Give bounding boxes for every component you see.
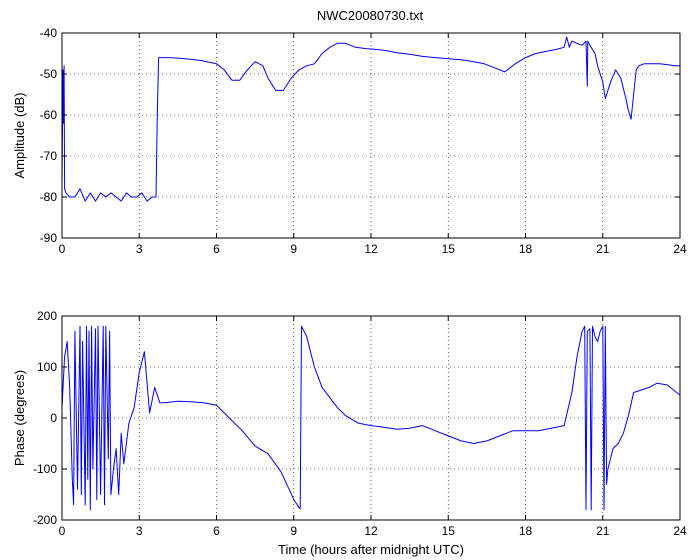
phase-chart: 0 3 6 9 12 15 18 21 24 -200 -100 0 100 200 Phase (deg… bbox=[12, 309, 687, 557]
amplitude-x-tick-label-6: 18 bbox=[519, 242, 533, 256]
phase-x-tick-label-4: 12 bbox=[364, 524, 378, 538]
phase-x-tick-label-2: 6 bbox=[213, 524, 220, 538]
amplitude-y-axis-label: Amplitude (dB) bbox=[12, 93, 27, 179]
amplitude-y-tick-label-1: -80 bbox=[40, 190, 58, 204]
amplitude-grid bbox=[62, 33, 680, 238]
amplitude-y-tick-label-0: -90 bbox=[40, 231, 58, 245]
phase-x-tick-label-0: 0 bbox=[59, 524, 66, 538]
amplitude-x-tick-label-5: 15 bbox=[442, 242, 456, 256]
amplitude-x-tick-label-4: 12 bbox=[364, 242, 378, 256]
amplitude-x-tick-label-1: 3 bbox=[136, 242, 143, 256]
amplitude-y-tick-label-5: -40 bbox=[40, 26, 58, 40]
phase-x-tick-label-6: 18 bbox=[519, 524, 533, 538]
phase-y-tick-label-4: 200 bbox=[37, 309, 57, 323]
phase-y-tick-label-1: -100 bbox=[33, 462, 57, 476]
phase-grid bbox=[62, 316, 680, 520]
phase-series-line-0 bbox=[61, 325, 681, 511]
amplitude-x-tick-label-8: 24 bbox=[673, 242, 687, 256]
amplitude-y-tick-label-2: -70 bbox=[40, 149, 58, 163]
amplitude-x-tick-label-2: 6 bbox=[213, 242, 220, 256]
phase-y-tick-label-0: -200 bbox=[33, 513, 57, 527]
amplitude-ticks: 0 3 6 9 12 15 18 21 24 -90 -80 -70 -60 -50 -40 bbox=[40, 26, 687, 256]
phase-ticks: 0 3 6 9 12 15 18 21 24 -200 -100 0 100 200 bbox=[33, 309, 687, 538]
phase-x-tick-label-8: 24 bbox=[673, 524, 687, 538]
amplitude-x-tick-label-7: 21 bbox=[596, 242, 610, 256]
phase-y-tick-label-2: 0 bbox=[50, 411, 57, 425]
amplitude-y-tick-label-4: -50 bbox=[40, 67, 58, 81]
phase-x-tick-label-3: 9 bbox=[290, 524, 297, 538]
chart-title: NWC20080730.txt bbox=[317, 8, 424, 23]
phase-y-tick-label-3: 100 bbox=[37, 360, 57, 374]
phase-x-tick-label-1: 3 bbox=[136, 524, 143, 538]
phase-x-axis-label: Time (hours after midnight UTC) bbox=[278, 542, 464, 557]
amplitude-series-line-0 bbox=[61, 36, 680, 202]
phase-y-axis-label: Phase (degrees) bbox=[12, 370, 27, 466]
amplitude-y-tick-label-3: -60 bbox=[40, 108, 58, 122]
phase-x-tick-label-7: 21 bbox=[596, 524, 610, 538]
phase-x-tick-label-5: 15 bbox=[442, 524, 456, 538]
amplitude-x-tick-label-3: 9 bbox=[290, 242, 297, 256]
amplitude-series-layer bbox=[61, 36, 680, 202]
amplitude-chart: NWC20080730.txt 0 3 6 9 12 15 18 21 24 -90 -80 -70 -… bbox=[12, 8, 687, 256]
phase-series-layer bbox=[61, 325, 681, 511]
amplitude-x-tick-label-0: 0 bbox=[59, 242, 66, 256]
